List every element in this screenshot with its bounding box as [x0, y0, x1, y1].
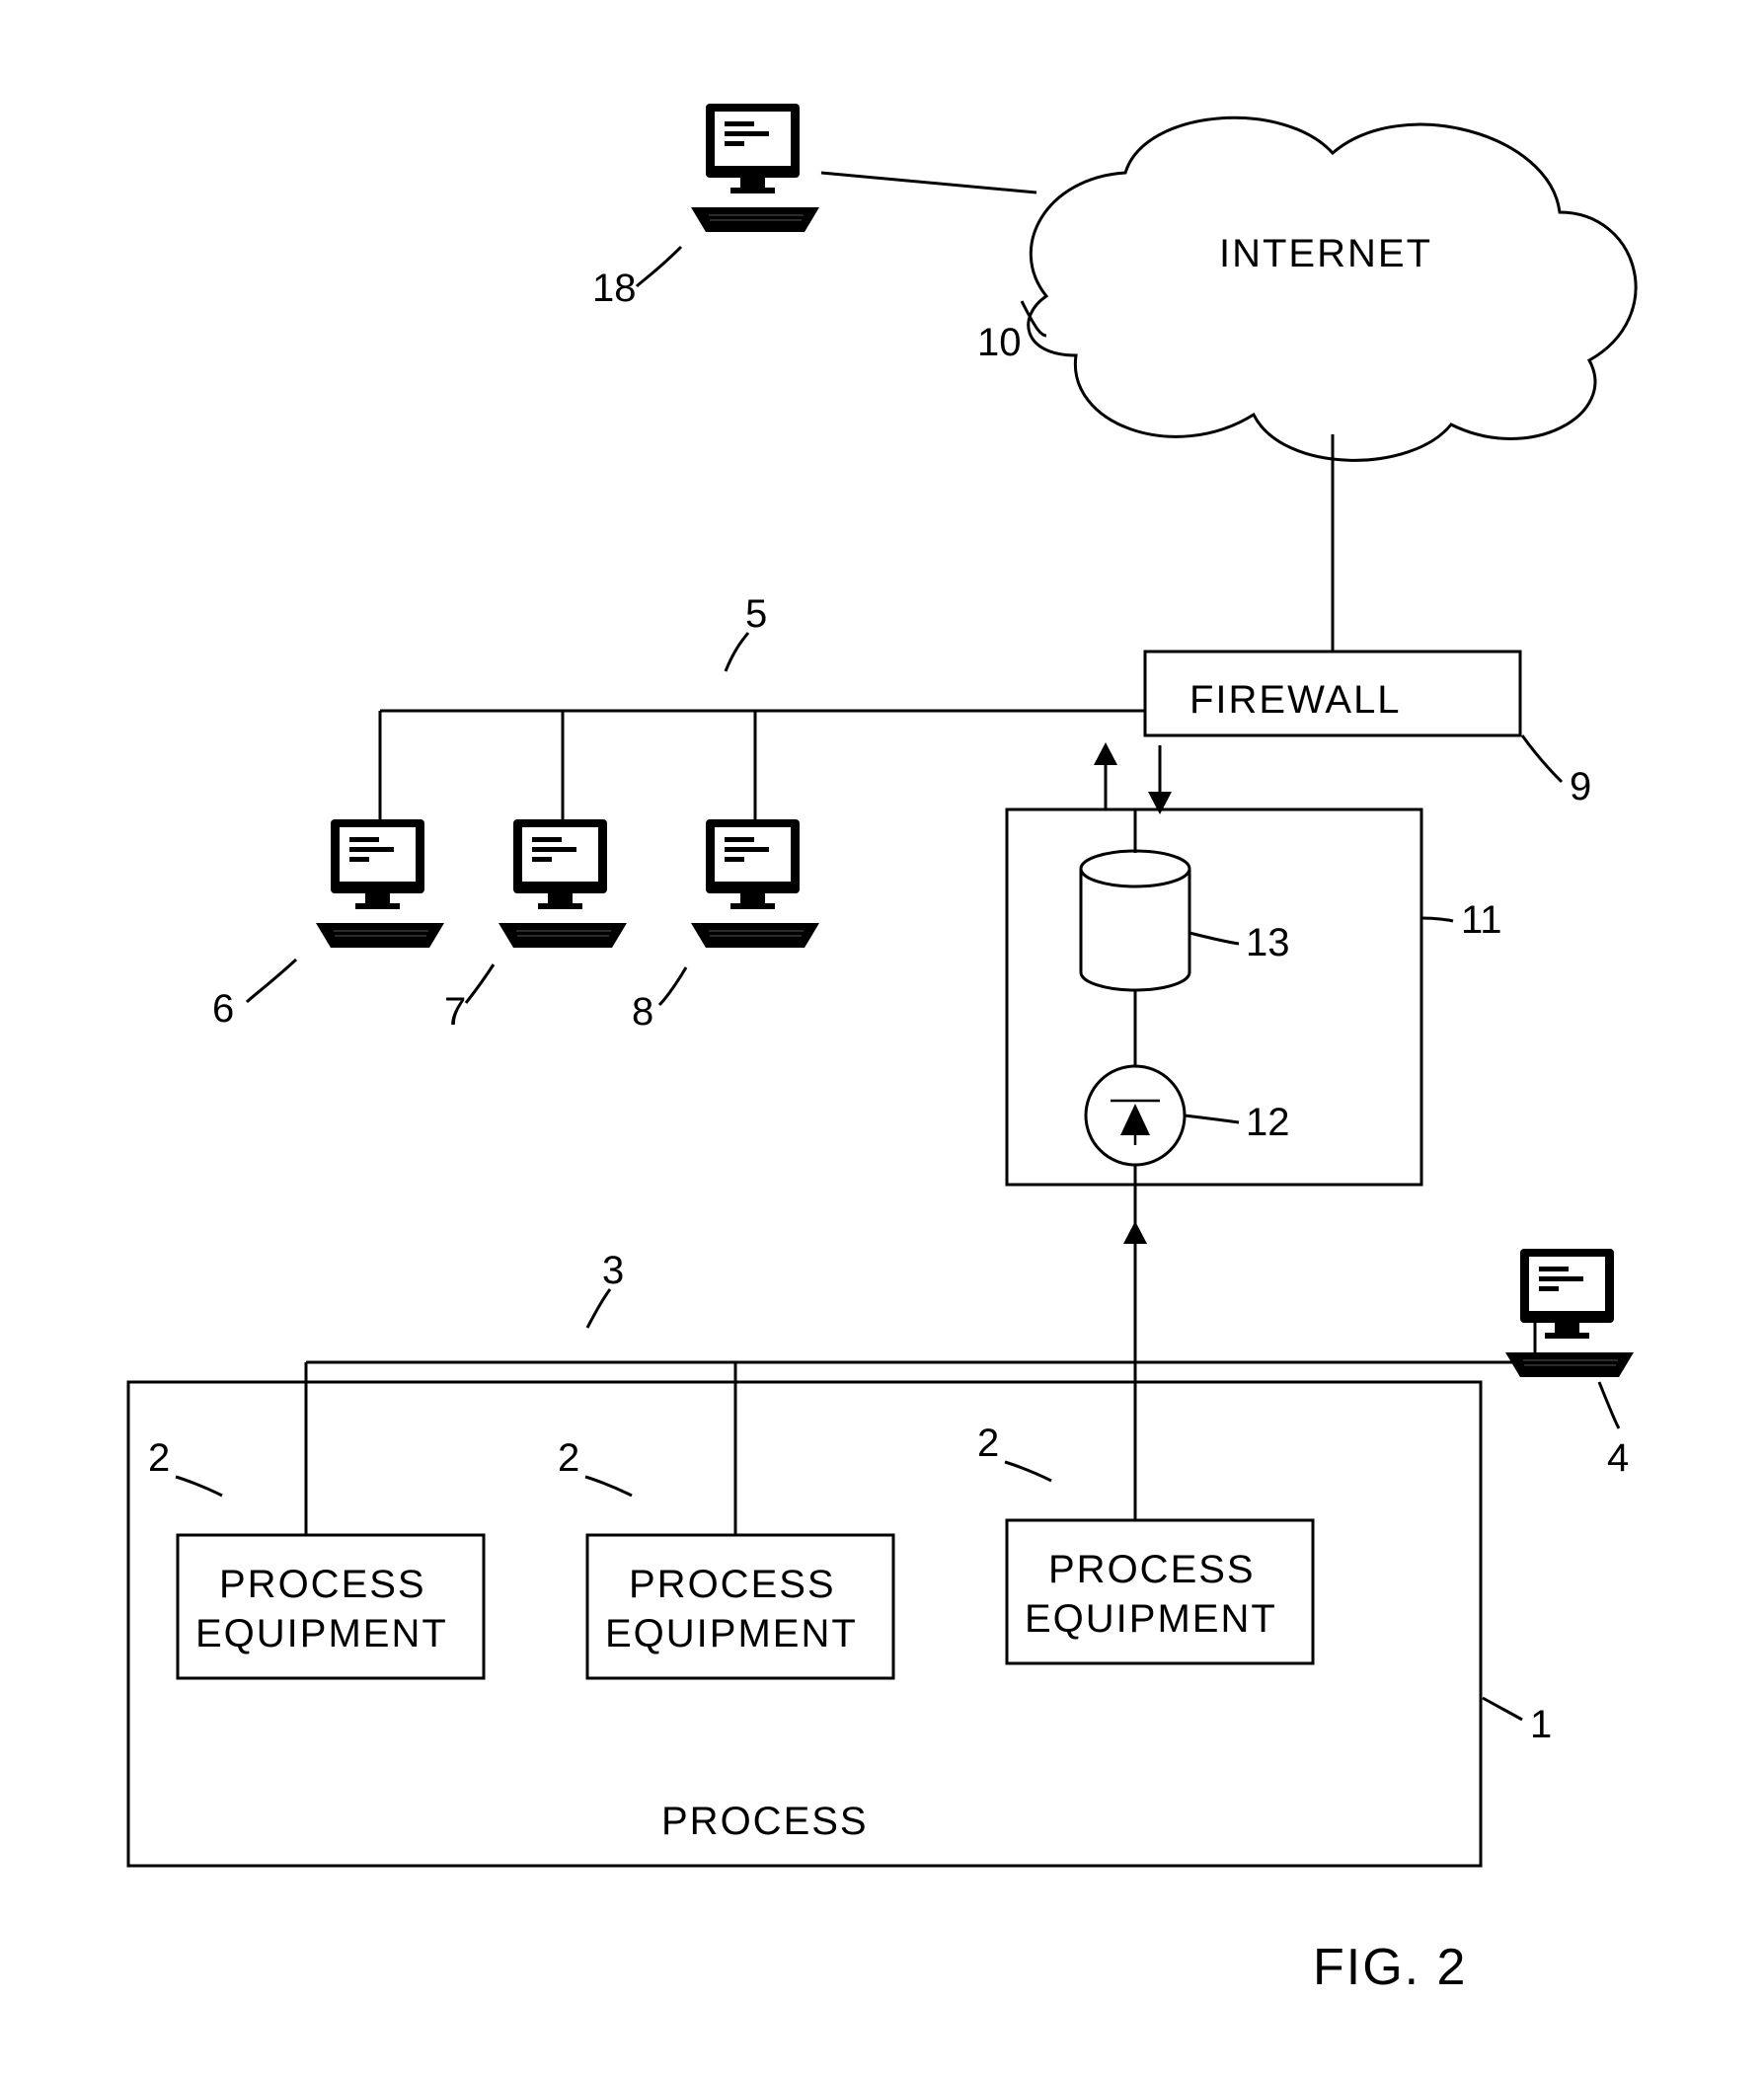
ref-5: 5 — [745, 592, 767, 636]
diode-node — [1086, 1066, 1185, 1165]
equip-c-l1: PROCESS — [1048, 1548, 1256, 1591]
ref-1: 1 — [1530, 1703, 1552, 1746]
diagram-canvas: INTERNET 10 18 FIREWALL 9 5 6 7 8 11 — [0, 0, 1764, 2077]
equip-a-l1: PROCESS — [219, 1563, 426, 1606]
firewall-label: FIREWALL — [1189, 678, 1402, 722]
equip-c-box — [1007, 1520, 1313, 1663]
link-gateway-processlan — [1123, 1185, 1147, 1362]
equip-a-l2: EQUIPMENT — [195, 1612, 448, 1655]
computer-6 — [316, 819, 444, 948]
internet-cloud: INTERNET — [1029, 117, 1636, 460]
ref-9: 9 — [1570, 765, 1591, 808]
ref-2b: 2 — [558, 1436, 579, 1480]
equip-b-l2: EQUIPMENT — [605, 1612, 858, 1655]
ref-13: 13 — [1246, 921, 1290, 964]
ref-8: 8 — [632, 990, 653, 1034]
ref-12: 12 — [1246, 1101, 1290, 1144]
equip-b-box — [587, 1535, 893, 1678]
computer-7 — [499, 819, 627, 948]
ref-11: 11 — [1461, 898, 1502, 942]
ref-2a: 2 — [148, 1436, 170, 1480]
computer-18 — [691, 104, 819, 232]
ref-3: 3 — [602, 1249, 624, 1292]
ref-18: 18 — [592, 267, 637, 310]
ref-2c: 2 — [977, 1422, 999, 1465]
arrow-down-gateway — [1148, 745, 1172, 814]
equip-a-box — [178, 1535, 484, 1678]
process-label: PROCESS — [661, 1800, 869, 1843]
computer-4 — [1505, 1249, 1634, 1377]
internet-label: INTERNET — [1219, 232, 1432, 275]
db-cylinder — [1081, 851, 1189, 990]
gateway-box — [1007, 809, 1421, 1185]
ref-7: 7 — [444, 990, 466, 1034]
ref-4: 4 — [1607, 1436, 1629, 1480]
equip-c-l2: EQUIPMENT — [1025, 1597, 1277, 1641]
ref-10: 10 — [977, 321, 1022, 364]
equip-b-l1: PROCESS — [629, 1563, 836, 1606]
link-pc18-cloud — [821, 173, 1036, 192]
computer-8 — [691, 819, 819, 948]
figure-caption: FIG. 2 — [1313, 1939, 1467, 1996]
arrow-up-gateway — [1094, 742, 1117, 809]
ref-6: 6 — [212, 987, 234, 1031]
